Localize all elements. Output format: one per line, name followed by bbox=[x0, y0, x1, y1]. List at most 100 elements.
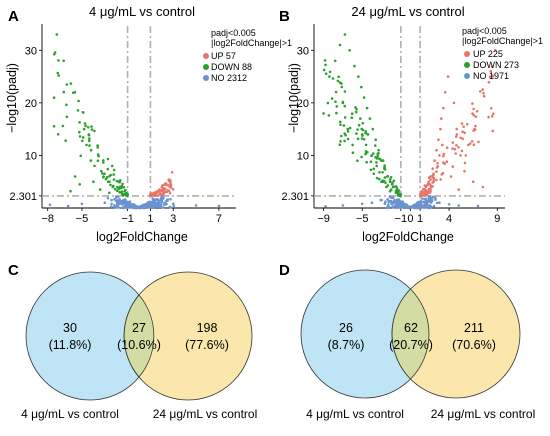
panel-a-point-down bbox=[102, 161, 105, 164]
panel-b-point-down bbox=[389, 188, 393, 191]
panel-b-point-down bbox=[326, 101, 330, 105]
panel-a-legend-down: DOWN 88 bbox=[211, 62, 252, 72]
panel-c-left-label: 4 μg/mL vs control bbox=[21, 407, 119, 421]
panel-b-point-down bbox=[361, 121, 365, 125]
panel-a-point-no bbox=[135, 205, 138, 209]
panel-d-left-pct: (8.7%) bbox=[328, 338, 365, 352]
panel-b-point-up bbox=[423, 188, 427, 191]
panel-b-point-no bbox=[396, 204, 400, 208]
panel-a-threshold-padj: padj<0.005 bbox=[211, 28, 256, 38]
panel-b-legend-down: DOWN 273 bbox=[473, 60, 519, 70]
panel-b-point-up bbox=[474, 124, 477, 128]
panel-b-x-tick-label: 9 bbox=[494, 213, 500, 225]
panel-b-point-up bbox=[487, 115, 490, 119]
panel-b-point-down bbox=[391, 185, 395, 189]
panel-b-point-down bbox=[334, 90, 338, 94]
panel-b-point-no bbox=[422, 200, 425, 204]
panel-b-point-no bbox=[427, 204, 430, 207]
panel-b-point-down bbox=[390, 183, 394, 186]
panel-b-point-down bbox=[322, 68, 326, 72]
panel-b-point-no bbox=[397, 198, 401, 201]
panel-b-legend: padj<0.005 |log2FoldChange|>1 UP 225 DOW… bbox=[462, 26, 543, 81]
panel-a-point-down bbox=[57, 59, 60, 62]
panel-b-point-no bbox=[419, 204, 423, 208]
panel-a-x-tick-label: 7 bbox=[216, 213, 222, 225]
panel-b-point-up bbox=[418, 194, 422, 197]
panel-a-point-down bbox=[112, 168, 116, 172]
panel-b-legend-up-marker bbox=[464, 51, 470, 57]
panel-a-point-down bbox=[64, 139, 67, 142]
panel-b-point-up bbox=[463, 169, 466, 173]
panel-a-point-up bbox=[167, 178, 170, 181]
panel-b-point-down bbox=[346, 127, 350, 131]
panel-d-overlap bbox=[391, 288, 430, 380]
panel-a-point-down bbox=[98, 188, 102, 191]
panel-a-point-no bbox=[133, 203, 136, 207]
panel-b-threshold-fc: |log2FoldChange|>1 bbox=[462, 36, 543, 46]
panel-c-mid-value: 27 bbox=[132, 321, 146, 335]
panel-b-point-up bbox=[427, 180, 431, 183]
panel-a-y-tick-label: 2.301 bbox=[9, 191, 37, 203]
panel-b-point-down bbox=[366, 133, 370, 136]
panel-a-point-down bbox=[73, 90, 77, 94]
panel-a-x-tick-label: 3 bbox=[170, 213, 176, 225]
panel-a-point-up bbox=[157, 194, 160, 197]
panel-a-point-down bbox=[122, 193, 126, 196]
panel-a-point-down bbox=[102, 159, 105, 162]
panel-a-point-no bbox=[131, 205, 135, 209]
panel-b-point-down bbox=[337, 75, 340, 79]
panel-b-point-up bbox=[461, 137, 465, 140]
panel-b-point-down bbox=[389, 176, 393, 179]
panel-b-point-up bbox=[435, 148, 438, 152]
panel-c-overlap bbox=[123, 294, 155, 378]
panel-b-point-up bbox=[472, 143, 476, 146]
panel-a-point-down bbox=[103, 172, 106, 175]
panel-b-point-up bbox=[439, 127, 442, 131]
panel-a-point-no bbox=[151, 205, 154, 208]
panel-a-point-down bbox=[109, 183, 112, 187]
panel-b-point-up bbox=[424, 185, 428, 189]
panel-b-point-up bbox=[433, 159, 436, 162]
panel-b-point-down bbox=[384, 181, 387, 185]
panel-a-point-down bbox=[69, 189, 72, 193]
panel-b-threshold-padj: padj<0.005 bbox=[462, 26, 507, 36]
panel-a-point-down bbox=[85, 143, 88, 147]
panel-d: D 26 (8.7%) 62 (20.7%) 211 (70.6%) 4 μg/… bbox=[279, 262, 535, 421]
panel-a-point-down bbox=[73, 175, 77, 178]
panel-b-point-down bbox=[375, 176, 379, 180]
panel-a-point-no bbox=[125, 206, 129, 210]
panel-a-point-no bbox=[116, 195, 120, 199]
panel-b-point-no bbox=[413, 203, 416, 207]
panel-b-x-tick-label: −1 bbox=[395, 213, 408, 225]
panel-c-mid-pct: (10.6%) bbox=[117, 338, 161, 352]
panel-b-point-up bbox=[435, 178, 438, 182]
panel-a-point-down bbox=[69, 82, 73, 85]
panel-b-point-no bbox=[398, 202, 402, 206]
panel-b-point-down bbox=[335, 111, 338, 115]
panel-a-point-no bbox=[160, 205, 163, 209]
panel-b-point-down bbox=[340, 134, 343, 138]
panel-b-point-up bbox=[455, 144, 458, 147]
panel-b-point-down bbox=[372, 167, 376, 171]
panel-a-point-down bbox=[112, 178, 116, 181]
panel-a-point-up bbox=[165, 183, 168, 187]
panel-b-point-no bbox=[447, 203, 451, 206]
panel-b-point-down bbox=[351, 151, 355, 154]
panel-a-point-down bbox=[96, 159, 100, 162]
panel-a-point-down bbox=[110, 164, 114, 168]
panel-b-point-up bbox=[463, 131, 467, 135]
panel-b-point-down bbox=[376, 154, 380, 158]
panel-a-point-up bbox=[158, 188, 161, 191]
panel-b-point-down bbox=[339, 140, 342, 143]
panel-b-point-no bbox=[370, 201, 374, 204]
panel-b-point-down bbox=[327, 114, 331, 117]
panel-a-point-up bbox=[169, 183, 173, 187]
panel-b-point-no bbox=[413, 206, 417, 209]
panel-a-point-down bbox=[81, 139, 84, 143]
panel-b-point-up bbox=[446, 75, 450, 78]
panel-b-x-tick-label: 4 bbox=[446, 213, 452, 225]
panel-a-point-down bbox=[118, 190, 121, 194]
panel-a-point-down bbox=[78, 183, 81, 186]
panel-b-point-no bbox=[390, 202, 394, 205]
panel-b-point-down bbox=[381, 171, 384, 174]
